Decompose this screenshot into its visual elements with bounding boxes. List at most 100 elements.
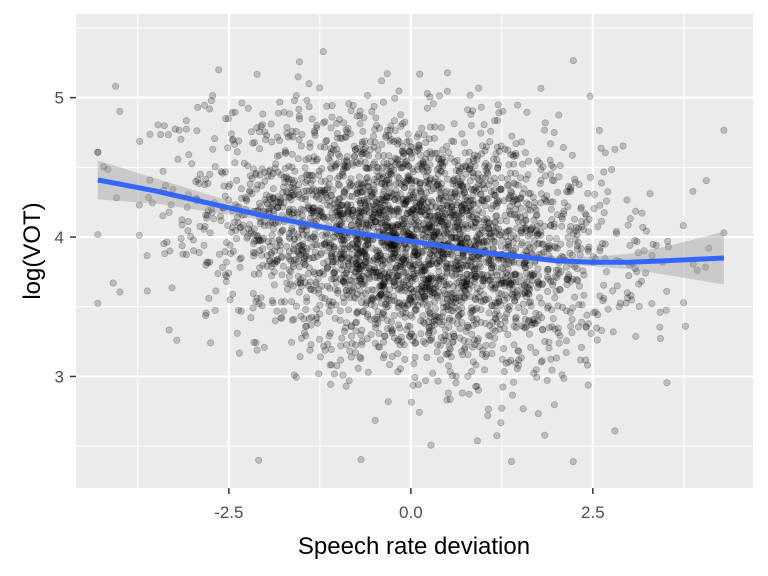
- data-point: [426, 283, 434, 291]
- data-point: [445, 343, 453, 351]
- data-point: [300, 188, 308, 196]
- data-point: [318, 231, 326, 239]
- data-point: [272, 160, 280, 168]
- data-point: [388, 352, 396, 360]
- data-point: [395, 302, 403, 310]
- data-point: [429, 100, 437, 108]
- data-point: [537, 84, 545, 92]
- data-point: [435, 257, 443, 265]
- data-point: [364, 310, 372, 318]
- data-point: [512, 245, 520, 253]
- data-point: [384, 316, 392, 324]
- data-point: [448, 212, 456, 220]
- data-point: [508, 391, 516, 399]
- data-point: [424, 277, 432, 285]
- data-point: [342, 319, 350, 327]
- data-point: [157, 131, 165, 139]
- data-point: [460, 336, 468, 344]
- data-point: [506, 226, 514, 234]
- data-point: [418, 165, 426, 173]
- data-point: [246, 221, 254, 229]
- data-point: [623, 289, 631, 297]
- data-point: [441, 158, 449, 166]
- data-point: [324, 263, 332, 271]
- data-point: [447, 188, 455, 196]
- data-point: [250, 338, 258, 346]
- data-point: [521, 264, 529, 272]
- data-point: [413, 226, 421, 234]
- data-point: [364, 368, 372, 376]
- data-point: [330, 200, 338, 208]
- data-point: [359, 127, 367, 135]
- data-point: [292, 256, 300, 264]
- data-point: [215, 66, 223, 74]
- data-point: [382, 244, 390, 252]
- data-point: [345, 100, 353, 108]
- data-point: [499, 383, 507, 391]
- data-point: [379, 98, 387, 106]
- data-point: [311, 129, 319, 137]
- data-point: [302, 187, 310, 195]
- data-point: [256, 220, 264, 228]
- data-point: [353, 186, 361, 194]
- data-point: [648, 300, 656, 308]
- data-point: [635, 302, 643, 310]
- data-point: [358, 150, 366, 158]
- data-point: [244, 104, 252, 112]
- data-point: [452, 167, 460, 175]
- data-point: [379, 190, 387, 198]
- data-point: [360, 209, 368, 217]
- data-point: [377, 211, 385, 219]
- data-point: [307, 179, 315, 187]
- data-point: [569, 304, 577, 312]
- data-point: [381, 274, 389, 282]
- data-point: [231, 159, 239, 167]
- data-point: [382, 176, 390, 184]
- data-point: [212, 287, 220, 295]
- data-point: [356, 107, 364, 115]
- data-point: [450, 332, 458, 340]
- data-point: [381, 332, 389, 340]
- data-point: [581, 210, 589, 218]
- data-point: [527, 343, 535, 351]
- data-point: [241, 194, 249, 202]
- data-point: [479, 277, 487, 285]
- data-point: [474, 207, 482, 215]
- data-point: [440, 318, 448, 326]
- data-point: [537, 358, 545, 366]
- data-point: [407, 193, 415, 201]
- data-point: [273, 152, 281, 160]
- data-point: [611, 145, 619, 153]
- data-point: [252, 171, 260, 179]
- data-point: [388, 136, 396, 144]
- data-point: [485, 309, 493, 317]
- data-point: [322, 138, 330, 146]
- data-point: [466, 207, 474, 215]
- data-point: [523, 108, 531, 116]
- data-point: [600, 168, 608, 176]
- data-point: [532, 227, 540, 235]
- data-point: [268, 195, 276, 203]
- data-point: [379, 256, 387, 264]
- data-point: [336, 307, 344, 315]
- data-point: [309, 207, 317, 215]
- data-point: [331, 267, 339, 275]
- data-point: [580, 291, 588, 299]
- data-point: [275, 236, 283, 244]
- data-point: [469, 358, 477, 366]
- data-point: [341, 164, 349, 172]
- data-point: [405, 172, 413, 180]
- data-point: [576, 356, 584, 364]
- data-point: [334, 175, 342, 183]
- data-point: [290, 371, 298, 379]
- data-point: [268, 238, 276, 246]
- data-point: [385, 268, 393, 276]
- data-point: [343, 208, 351, 216]
- data-point: [329, 258, 337, 266]
- data-point: [330, 275, 338, 283]
- data-point: [201, 101, 209, 109]
- data-point: [431, 219, 439, 227]
- data-point: [444, 225, 452, 233]
- data-point: [421, 261, 429, 269]
- data-point: [458, 389, 466, 397]
